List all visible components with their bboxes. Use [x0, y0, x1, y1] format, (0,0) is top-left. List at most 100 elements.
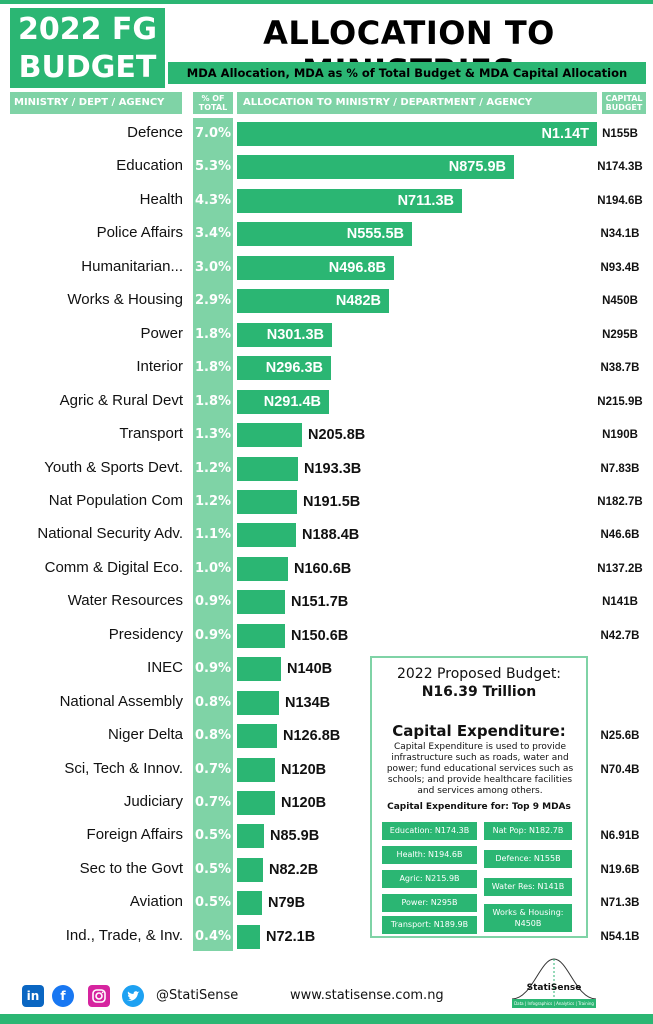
allocation-value: N120B: [281, 762, 327, 778]
allocation-value: N1.14T: [541, 126, 589, 142]
capex-top-title: Capital Expenditure for: Top 9 MDAs: [387, 802, 571, 812]
allocation-bar: [237, 724, 277, 748]
website-link[interactable]: www.statisense.com.ng: [290, 988, 444, 1003]
capital-header-line-1: CAPITAL: [605, 94, 643, 103]
capex-chip: Agric: N215.9B: [382, 870, 477, 888]
pct-of-total: 0.9%: [194, 661, 232, 676]
social-handle[interactable]: @StatiSense: [156, 988, 239, 1003]
capital-header-line-2: BUDGET: [605, 103, 643, 112]
pct-of-total: 3.0%: [194, 260, 232, 275]
allocation-bar: [237, 624, 285, 648]
ministry-label: Transport: [119, 425, 183, 442]
pct-of-total: 1.8%: [194, 394, 232, 409]
allocation-value: N72.1B: [266, 929, 316, 945]
budget-summary-box: 2022 Proposed Budget: N16.39 Trillion Ca…: [370, 656, 588, 938]
allocation-bar: [237, 155, 514, 179]
pct-of-total: 0.9%: [194, 594, 232, 609]
allocation-value: N79B: [268, 895, 306, 911]
allocation-value: N301.3B: [266, 327, 324, 343]
ministry-label: INEC: [147, 659, 183, 676]
capital-budget-value: N42.7B: [600, 630, 640, 642]
bottom-accent-bar: [0, 1014, 653, 1024]
allocation-bar: [237, 523, 296, 547]
capex-chip: Education: N174.3B: [382, 822, 477, 840]
ministry-label: Niger Delta: [107, 726, 183, 743]
capital-budget-value: N450B: [602, 295, 638, 307]
capital-budget-value: N182.7B: [597, 496, 643, 508]
pct-of-total: 5.3%: [194, 159, 232, 174]
allocation-bar: [237, 356, 331, 380]
allocation-bar: [237, 423, 302, 447]
capital-budget-value: N54.1B: [600, 931, 640, 943]
twitter-icon[interactable]: [122, 985, 144, 1007]
allocation-value: N482B: [335, 293, 381, 309]
ministry-label: Presidency: [108, 626, 183, 643]
ministry-label: Water Resources: [67, 592, 183, 609]
summary-total: N16.39 Trillion: [421, 684, 537, 700]
pct-header-line-1: % OF: [201, 94, 225, 103]
ministry-label: National Security Adv.: [37, 525, 183, 542]
pct-of-total: 7.0%: [194, 126, 232, 141]
capex-chip: Works & Housing: N450B: [484, 904, 572, 932]
pct-of-total: 0.8%: [194, 728, 232, 743]
capex-chip: Nat Pop: N182.7B: [484, 822, 572, 840]
ministry-label: Police Affairs: [96, 224, 183, 241]
capital-budget-value: N174.3B: [597, 161, 643, 173]
allocation-bar: [237, 289, 389, 313]
pct-of-total: 1.3%: [194, 427, 232, 442]
page-subtitle: MDA Allocation, MDA as % of Total Budget…: [168, 62, 646, 84]
allocation-bar: [237, 758, 275, 782]
summary-title: 2022 Proposed Budget:: [396, 666, 562, 682]
capex-chip: Transport: N189.9B: [382, 916, 477, 934]
column-header-capital: CAPITAL BUDGET: [602, 92, 646, 114]
pct-of-total: 1.8%: [194, 360, 232, 375]
brand-line-1: 2022 FG: [17, 12, 158, 47]
allocation-value: N711.3B: [397, 193, 454, 209]
capital-budget-value: N194.6B: [597, 195, 643, 207]
pct-of-total: 0.7%: [194, 762, 232, 777]
pct-of-total: 0.4%: [194, 929, 232, 944]
ministry-label: Agric & Rural Devt: [59, 392, 183, 409]
pct-of-total: 0.5%: [194, 895, 232, 910]
ministry-label: Ind., Trade, & Inv.: [65, 927, 183, 944]
column-header-allocation: ALLOCATION TO MINISTRY / DEPARTMENT / AG…: [237, 92, 597, 114]
brand-line-2: BUDGET: [18, 50, 157, 85]
capex-chip: Health: N194.6B: [382, 846, 477, 864]
pct-header-line-2: TOTAL: [198, 103, 228, 112]
ministry-label: Nat Population Com: [48, 492, 183, 509]
pct-of-total: 3.4%: [194, 226, 232, 241]
allocation-value: N85.9B: [270, 828, 320, 844]
statisense-logo: StatiSense Data | Infographics | Analyti…: [508, 955, 600, 1010]
allocation-bar: [237, 657, 281, 681]
capital-budget-value: N34.1B: [600, 228, 640, 240]
linkedin-icon[interactable]: in: [22, 985, 44, 1007]
allocation-value: N134B: [285, 695, 331, 711]
pct-of-total: 1.2%: [194, 461, 232, 476]
capex-chip: Water Res: N141B: [484, 878, 572, 896]
capital-budget-value: N190B: [602, 429, 638, 441]
column-header-ministry: MINISTRY / DEPT / AGENCY: [10, 92, 182, 114]
capital-budget-value: N38.7B: [600, 362, 640, 374]
allocation-bar: [237, 590, 285, 614]
capital-budget-value: N93.4B: [600, 262, 640, 274]
allocation-value: N296.3B: [265, 360, 323, 376]
logo-tagline: Data | Infographics | Analytics | Traini…: [514, 1001, 594, 1006]
capital-budget-value: N155B: [602, 128, 638, 140]
instagram-icon[interactable]: [88, 985, 110, 1007]
capex-chip: Power: N295B: [382, 894, 477, 912]
ministry-label: Aviation: [129, 893, 183, 910]
capital-budget-value: N19.6B: [600, 864, 640, 876]
capital-budget-value: N46.6B: [600, 529, 640, 541]
ministry-label: Power: [140, 325, 183, 342]
allocation-bar: [237, 490, 297, 514]
allocation-bar: [237, 925, 260, 949]
allocation-bar: [237, 256, 394, 280]
ministry-label: Humanitarian...: [81, 258, 183, 275]
facebook-icon[interactable]: f: [52, 985, 74, 1007]
pct-of-total: 1.2%: [194, 494, 232, 509]
ministry-label: Defence: [127, 124, 183, 141]
ministry-label: National Assembly: [59, 693, 183, 710]
ministry-label: Judiciary: [123, 793, 183, 810]
pct-column-background: [193, 118, 233, 951]
column-header-pct: % OF TOTAL: [193, 92, 233, 114]
